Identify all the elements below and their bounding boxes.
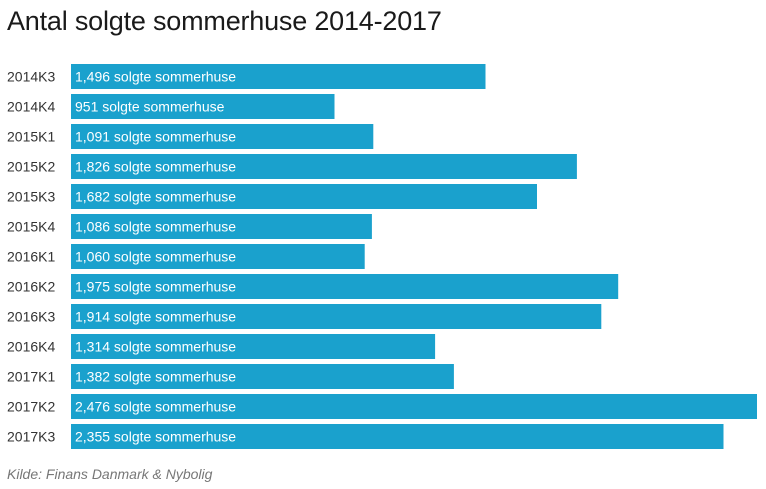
bar-2015K1	[71, 124, 374, 149]
data-label: 1,496 solgte sommerhuse	[75, 69, 236, 85]
bar-2017K3	[71, 424, 724, 449]
data-label: 1,826 solgte sommerhuse	[75, 159, 236, 175]
data-label: 1,975 solgte sommerhuse	[75, 279, 236, 295]
data-label: 2,355 solgte sommerhuse	[75, 429, 236, 445]
category-label: 2017K1	[7, 369, 55, 385]
bar-2014K4	[71, 94, 335, 119]
category-label: 2014K3	[7, 69, 55, 85]
chart-title: Antal solgte sommerhuse 2014-2017	[7, 6, 442, 36]
category-label: 2016K2	[7, 279, 55, 295]
data-label: 1,091 solgte sommerhuse	[75, 129, 236, 145]
category-label: 2016K1	[7, 249, 55, 265]
data-label: 1,382 solgte sommerhuse	[75, 369, 236, 385]
data-label: 2,476 solgte sommerhuse	[75, 399, 236, 415]
data-label: 1,060 solgte sommerhuse	[75, 249, 236, 265]
data-label: 951 solgte sommerhuse	[75, 99, 225, 115]
bar-2015K2	[71, 154, 577, 179]
category-label: 2017K3	[7, 429, 55, 445]
data-label: 1,914 solgte sommerhuse	[75, 309, 236, 325]
category-label: 2016K3	[7, 309, 55, 325]
category-label: 2015K2	[7, 159, 55, 175]
data-label: 1,682 solgte sommerhuse	[75, 189, 236, 205]
category-label: 2016K4	[7, 339, 55, 355]
category-label: 2014K4	[7, 99, 55, 115]
bar-2016K3	[71, 304, 602, 329]
bar-2016K1	[71, 244, 365, 269]
category-label: 2015K4	[7, 219, 55, 235]
bar-2015K4	[71, 214, 372, 239]
category-label: 2015K1	[7, 129, 55, 145]
category-label: 2017K2	[7, 399, 55, 415]
bar-2017K1	[71, 364, 454, 389]
bar-2016K2	[71, 274, 619, 299]
bar-2016K4	[71, 334, 436, 359]
data-label: 1,314 solgte sommerhuse	[75, 339, 236, 355]
bar-2017K2	[71, 394, 757, 419]
bar-2015K3	[71, 184, 537, 209]
data-label: 1,086 solgte sommerhuse	[75, 219, 236, 235]
source-note: Kilde: Finans Danmark & Nybolig	[7, 466, 213, 482]
bar-2014K3	[71, 64, 486, 89]
category-label: 2015K3	[7, 189, 55, 205]
